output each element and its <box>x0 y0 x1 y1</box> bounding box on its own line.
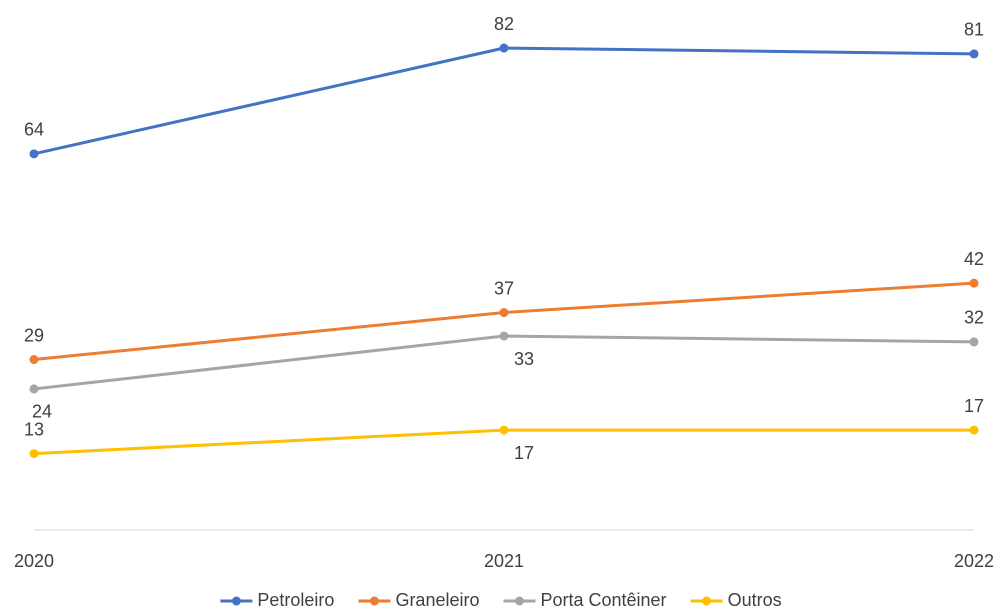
x-tick-label: 2021 <box>484 551 524 571</box>
data-label: 64 <box>24 120 44 140</box>
data-point <box>499 308 509 318</box>
legend-marker <box>231 596 241 606</box>
data-label: 32 <box>964 308 984 328</box>
data-label: 81 <box>964 20 984 40</box>
legend-label: Outros <box>728 590 782 610</box>
legend-marker <box>514 596 524 606</box>
legend-item: Petroleiro <box>220 590 334 610</box>
data-point <box>969 425 979 435</box>
data-label: 82 <box>494 14 514 34</box>
legend-label: Porta Contêiner <box>540 590 666 610</box>
data-label: 37 <box>494 278 514 298</box>
data-point <box>969 49 979 59</box>
data-point <box>969 337 979 347</box>
data-point <box>499 331 509 341</box>
data-label: 33 <box>514 349 534 369</box>
data-label: 17 <box>514 443 534 463</box>
data-point <box>969 278 979 288</box>
legend-item: Outros <box>690 590 782 610</box>
data-label: 24 <box>32 402 52 422</box>
data-label: 29 <box>24 325 44 345</box>
legend-item: Graneleiro <box>358 590 479 610</box>
legend-marker <box>702 596 712 606</box>
legend-marker <box>369 596 379 606</box>
data-point <box>29 149 39 159</box>
legend-label: Graneleiro <box>395 590 479 610</box>
data-point <box>29 355 39 365</box>
legend-label: Petroleiro <box>257 590 334 610</box>
data-point <box>29 449 39 459</box>
series-line <box>33 46 975 156</box>
legend-item: Porta Contêiner <box>503 590 667 610</box>
x-tick-label: 2022 <box>954 551 994 571</box>
data-point <box>499 43 509 53</box>
data-label: 42 <box>964 249 984 269</box>
data-point <box>29 384 39 394</box>
data-point <box>499 425 509 435</box>
data-label: 13 <box>24 419 44 439</box>
x-tick-label: 2020 <box>14 551 54 571</box>
data-label: 17 <box>964 396 984 416</box>
